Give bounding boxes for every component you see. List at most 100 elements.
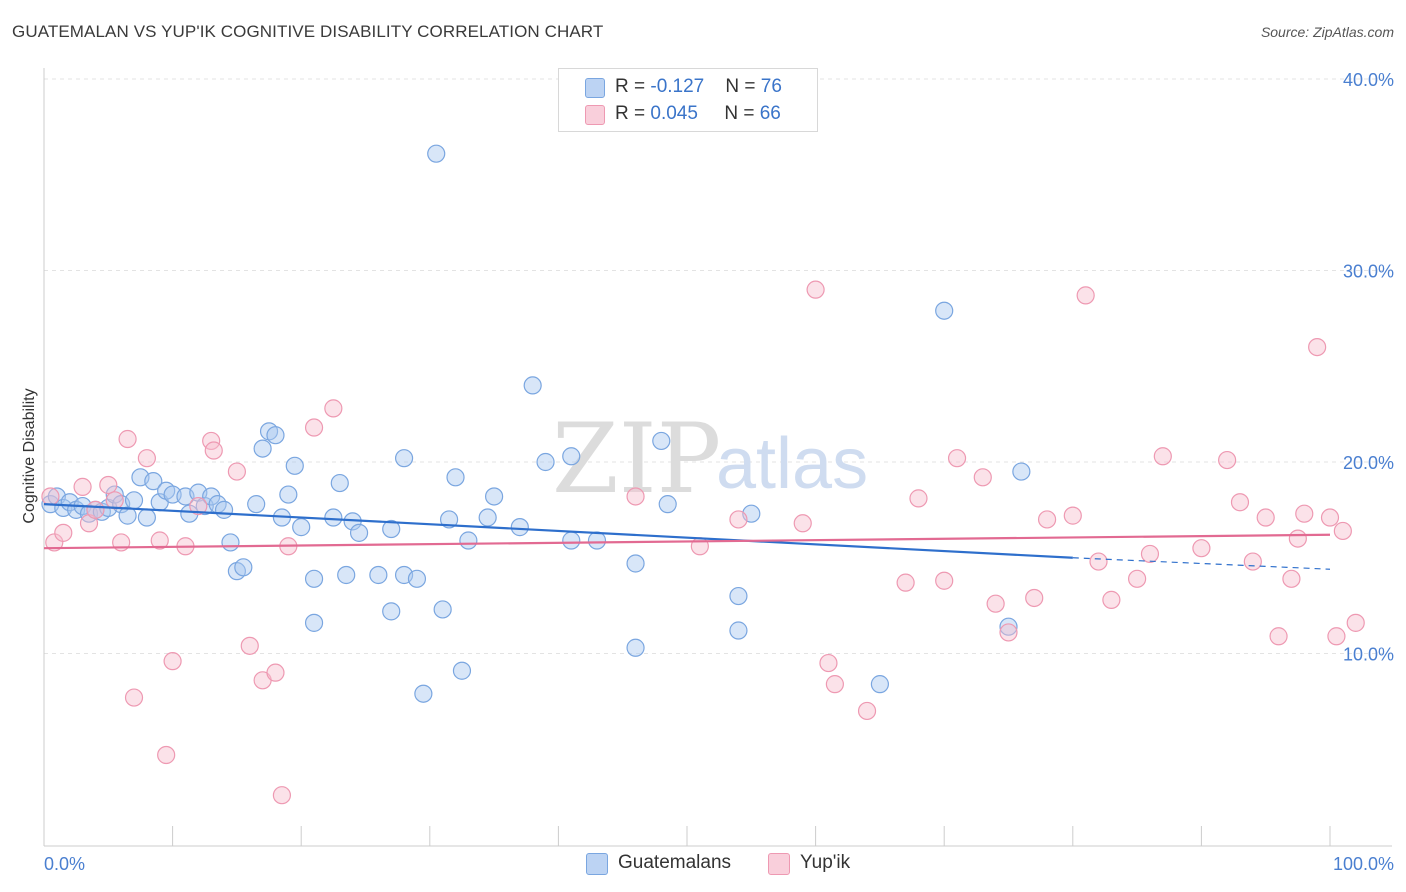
point-guatemalans	[234, 558, 253, 577]
point-yupik	[227, 462, 246, 481]
point-guatemalans	[221, 533, 240, 552]
point-yupik	[935, 571, 954, 590]
point-yupik	[947, 449, 967, 468]
point-guatemalans	[523, 376, 542, 395]
point-yupik	[909, 489, 928, 508]
point-guatemalans	[382, 602, 401, 621]
point-guatemalans	[407, 569, 427, 588]
point-yupik	[1025, 588, 1044, 608]
point-yupik	[118, 429, 137, 449]
point-yupik	[999, 623, 1018, 642]
series-yupik	[41, 280, 1365, 805]
tick-labels: 10.0% 20.0% 30.0% 40.0% 0.0% 100.0%	[44, 70, 1394, 874]
point-yupik	[806, 280, 825, 299]
legend-n-label: N =	[724, 103, 760, 124]
legend-r-value: -0.127	[650, 76, 705, 97]
axes	[43, 68, 1392, 847]
point-guatemalans	[626, 554, 645, 573]
bottom-legend-swatch-pink	[768, 853, 790, 875]
legend-n-label: N =	[725, 76, 761, 97]
point-yupik	[857, 701, 877, 721]
trend-line-guatemalans	[43, 503, 1073, 559]
point-guatemalans	[285, 456, 304, 475]
point-yupik	[124, 688, 144, 707]
point-guatemalans	[144, 472, 163, 491]
point-guatemalans	[253, 439, 272, 458]
point-guatemalans	[870, 675, 890, 694]
watermark: ZIP atlas	[552, 403, 868, 515]
point-guatemalans	[214, 500, 234, 519]
point-guatemalans	[658, 495, 677, 514]
y-tick-label: 40.0%	[1343, 70, 1394, 90]
point-yupik	[1230, 493, 1250, 512]
point-yupik	[1140, 544, 1160, 564]
point-guatemalans	[478, 508, 497, 527]
point-yupik	[1192, 539, 1211, 558]
point-yupik	[41, 487, 60, 506]
legend-swatch-blue	[585, 78, 605, 98]
point-yupik	[137, 449, 156, 468]
point-guatemalans	[427, 144, 446, 163]
point-yupik	[793, 514, 812, 533]
point-yupik	[1153, 447, 1172, 466]
legend-n-value: 76	[760, 76, 782, 97]
point-yupik	[1127, 569, 1147, 588]
point-yupik	[1295, 504, 1314, 523]
point-yupik	[1063, 506, 1082, 525]
x-tick-label-max: 100.0%	[1333, 854, 1394, 874]
point-guatemalans	[349, 523, 369, 542]
point-yupik	[1282, 569, 1301, 588]
y-tick-label: 10.0%	[1343, 645, 1394, 665]
point-yupik	[1256, 508, 1275, 527]
point-yupik	[729, 510, 748, 529]
watermark-atlas: atlas	[716, 424, 868, 504]
point-yupik	[1218, 450, 1237, 470]
point-guatemalans	[266, 426, 285, 445]
point-yupik	[272, 786, 292, 805]
point-guatemalans	[485, 487, 504, 506]
legend-r-label: R =	[615, 76, 651, 97]
point-yupik	[1102, 590, 1121, 609]
point-guatemalans	[562, 447, 581, 466]
point-yupik	[304, 418, 324, 437]
series-guatemalans	[41, 144, 1031, 703]
legend-swatch-pink	[585, 105, 605, 125]
point-guatemalans	[330, 473, 349, 493]
point-guatemalans	[626, 638, 645, 657]
point-guatemalans	[304, 613, 324, 632]
point-yupik	[324, 399, 343, 418]
point-guatemalans	[118, 506, 137, 525]
trend-line-yupik	[43, 533, 1331, 550]
point-guatemalans	[369, 565, 388, 585]
legend-r-value: 0.045	[650, 103, 698, 124]
point-guatemalans	[124, 491, 144, 510]
trend-line-guatemalans-extension	[1072, 557, 1331, 570]
point-guatemalans	[536, 452, 555, 472]
y-tick-label: 20.0%	[1343, 453, 1394, 473]
stats-legend: R = -0.127 N = 76 R = 0.045 N = 66	[558, 68, 818, 132]
point-guatemalans	[433, 600, 452, 619]
point-guatemalans	[452, 661, 472, 680]
point-yupik	[266, 663, 285, 682]
bottom-legend-label: Yup'ik	[800, 852, 851, 873]
point-guatemalans	[935, 301, 954, 320]
point-guatemalans	[999, 617, 1018, 636]
point-yupik	[1308, 338, 1327, 357]
point-yupik	[54, 523, 73, 542]
source-credit: Source: ZipAtlas.com	[1260, 24, 1394, 40]
point-yupik	[825, 675, 844, 694]
legend-r-label: R =	[615, 103, 651, 124]
point-yupik	[73, 477, 92, 496]
x-tick-label-min: 0.0%	[44, 854, 85, 874]
point-yupik	[1037, 510, 1057, 529]
point-yupik	[1089, 552, 1108, 571]
point-guatemalans	[1012, 462, 1031, 481]
point-yupik	[973, 468, 992, 487]
point-yupik	[986, 594, 1005, 613]
point-yupik	[105, 491, 124, 510]
point-guatemalans	[729, 621, 748, 640]
point-guatemalans	[652, 431, 671, 451]
point-guatemalans	[247, 495, 266, 514]
point-guatemalans	[137, 508, 156, 527]
